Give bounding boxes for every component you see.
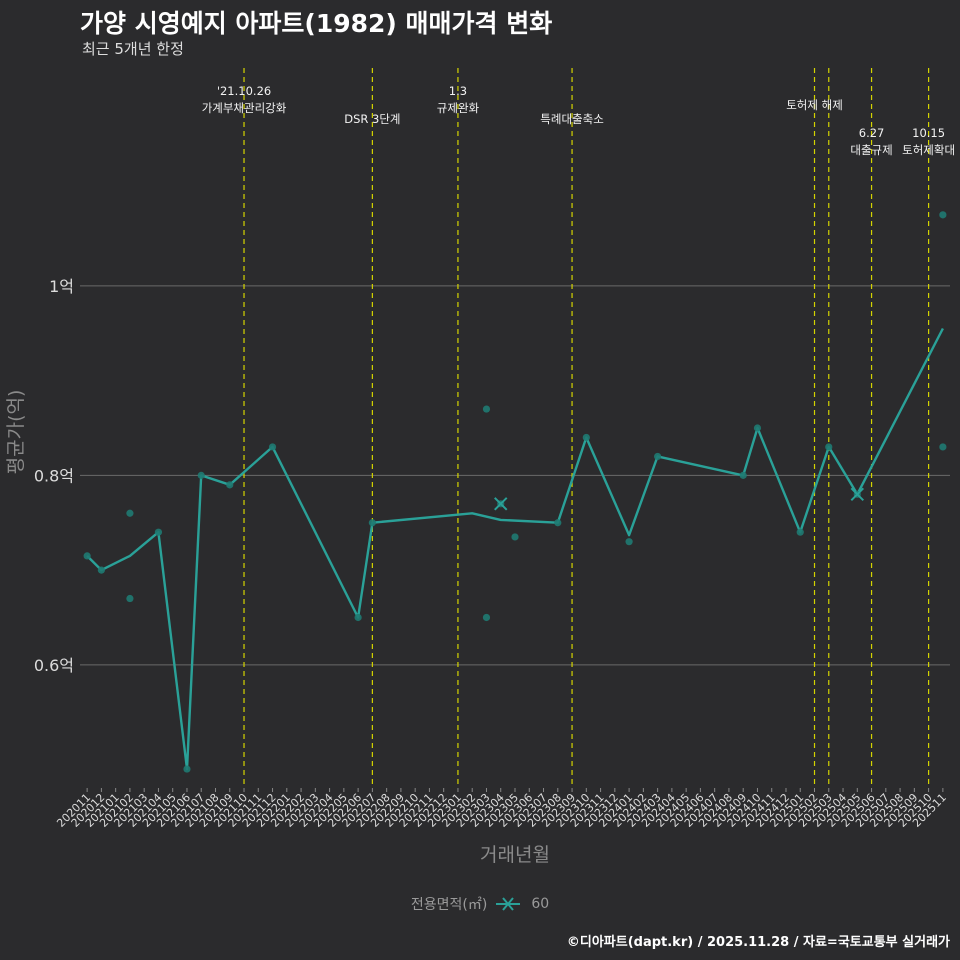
grid-lines — [80, 285, 950, 666]
data-point — [482, 405, 491, 413]
data-point — [268, 443, 277, 451]
event-label: 1.3 — [449, 84, 467, 98]
event-label: 토허제확대 — [902, 143, 955, 157]
data-point — [154, 528, 163, 536]
data-point — [796, 528, 804, 536]
data-point — [582, 433, 590, 442]
data-point — [753, 424, 762, 432]
series-line — [86, 327, 944, 771]
data-point — [939, 443, 947, 451]
data-point — [554, 519, 562, 527]
data-point — [368, 519, 376, 527]
x-axis-title: 거래년월 — [480, 844, 550, 866]
x-marker-stroke — [850, 487, 865, 502]
x-marker — [494, 497, 508, 511]
x-marker-stroke — [494, 497, 508, 511]
y-tick-label: 1억 — [49, 277, 74, 296]
data-point — [939, 211, 947, 219]
data-point — [197, 471, 205, 479]
source-caption: ©디아파트(dapt.kr) / 2025.11.28 / 자료=국토교통부 실… — [566, 935, 950, 950]
legend-key-icon — [496, 897, 521, 911]
legend-entry-60: 60 — [531, 896, 550, 912]
legend: 전용면적(㎡) 60 — [0, 894, 960, 914]
data-point — [354, 613, 362, 622]
y-axis: 0.6억 0.8억 1억 — [34, 277, 74, 675]
data-point — [126, 594, 134, 603]
legend-title: 전용면적(㎡) — [410, 897, 488, 913]
data-point — [825, 443, 833, 451]
event-label: 규제완화 — [437, 101, 480, 115]
chart-subtitle: 최근 5개년 한정 — [82, 40, 184, 58]
data-point — [482, 613, 491, 622]
event-label: 토허제 해제 — [786, 98, 843, 112]
data-point — [226, 481, 234, 489]
x-axis: 2020112020122021012021022021032021042021… — [54, 788, 949, 830]
y-tick-label: 0.6억 — [34, 656, 74, 675]
data-point — [511, 533, 519, 541]
series-60 — [83, 211, 947, 773]
data-point — [654, 452, 662, 461]
event-label: DSR 3단계 — [344, 112, 400, 126]
data-point — [126, 509, 134, 517]
event-lines — [243, 68, 930, 788]
event-label: '21.10.26 — [217, 84, 271, 98]
event-label: 6.27 — [859, 126, 885, 140]
x-marker — [850, 487, 865, 502]
data-point — [97, 566, 105, 574]
chart-title: 가양 시영예지 아파트(1982) 매매가격 변화 — [80, 9, 553, 38]
y-axis-title: 평균가(억) — [5, 390, 27, 475]
data-point — [83, 552, 91, 560]
data-point — [739, 471, 747, 479]
data-point — [625, 538, 633, 546]
data-point — [183, 765, 191, 773]
event-label: 10.15 — [912, 126, 945, 140]
y-tick-label: 0.8억 — [34, 466, 74, 485]
event-label: 특례대출축소 — [540, 112, 603, 126]
event-label: 대출규제 — [850, 143, 892, 157]
event-label: 가계부채관리강화 — [202, 101, 287, 115]
